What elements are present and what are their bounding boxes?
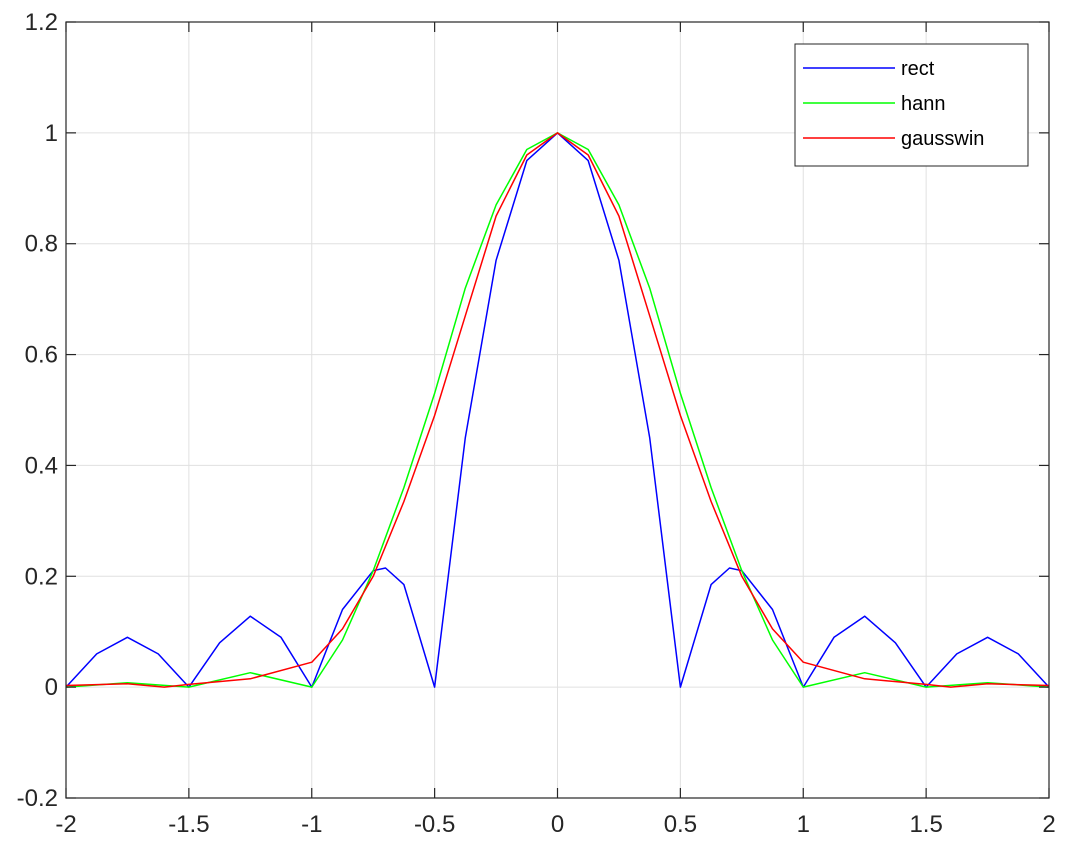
x-tick-label: 1.5: [909, 811, 942, 838]
x-tick-label: -1: [301, 811, 322, 838]
series-lines: [65, 132, 1050, 688]
legend-box: [794, 43, 1029, 167]
x-tick-label: -0.5: [414, 811, 455, 838]
legend-label-rect: rect: [901, 58, 935, 80]
y-tick-label: 0.8: [25, 231, 58, 258]
y-tick-label: -0.2: [17, 785, 58, 812]
legend-label-hann: hann: [901, 93, 946, 115]
series-line-gausswin: [65, 132, 1050, 688]
legend-label-gausswin: gausswin: [901, 128, 984, 150]
x-tick-label: 2: [1042, 811, 1055, 838]
x-tick-label: 1: [797, 811, 810, 838]
y-tick-label: 0.4: [25, 452, 58, 479]
y-tick-label: 0.2: [25, 563, 58, 590]
axis-ticks: -2 -1.5 -1 -0.5 0 0.5 1 1.5 2 -0.2 0 0.2 0.4 0.6 0.8 1 1…: [17, 9, 1056, 838]
x-tick-label: 0.5: [664, 811, 697, 838]
legend: rect hann gausswin: [794, 43, 1029, 167]
y-tick-label: 1: [45, 120, 58, 147]
x-tick-label: -2: [55, 811, 76, 838]
y-tick-label: 0.6: [25, 342, 58, 369]
y-tick-label: 1.2: [25, 9, 58, 36]
x-tick-label: 0: [551, 811, 564, 838]
x-tick-label: -1.5: [168, 811, 209, 838]
y-tick-label: 0: [45, 674, 58, 701]
